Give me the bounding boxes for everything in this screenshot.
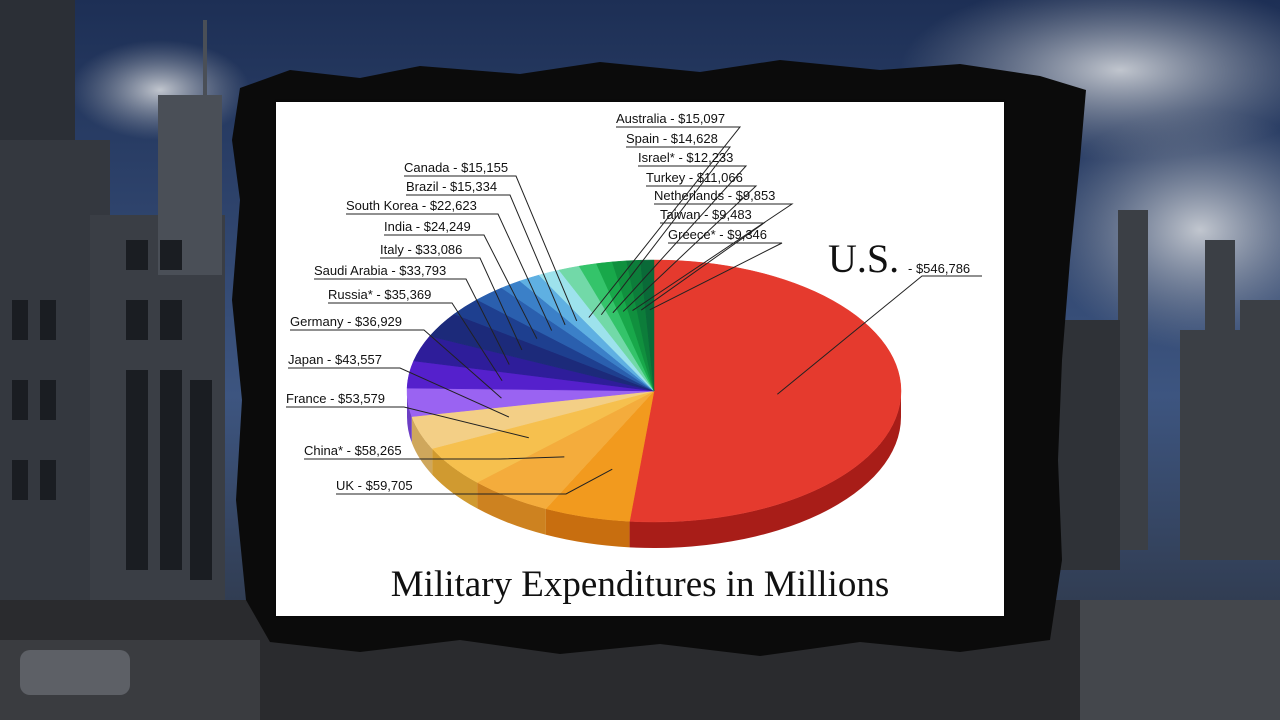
slice-label-germany: Germany - $36,929 — [290, 314, 402, 329]
leader-line-turkey — [622, 185, 758, 312]
slice-label-brazil: Brazil - $15,334 — [406, 179, 497, 194]
us-label: U.S. — [828, 236, 899, 281]
slice-label-uk: UK - $59,705 — [336, 478, 413, 493]
slice-label-canada: Canada - $15,155 — [404, 160, 508, 175]
pie-chart: U.S. - $546,786 UK - $59,705 China* - $58,2… — [286, 111, 982, 605]
slice-label-netherlands: Netherlands - $9,853 — [654, 188, 775, 203]
leader-line-brazil — [406, 194, 566, 326]
leader-line-japan — [288, 367, 510, 418]
leader-line-china — [304, 456, 565, 460]
rubble — [1080, 600, 1280, 720]
pie-side-japan — [411, 416, 433, 475]
leader-line-uk — [336, 468, 613, 495]
leader-line-u-s — [777, 275, 982, 395]
leader-line-australia — [588, 126, 742, 318]
pie-slice-u-s — [629, 259, 902, 523]
slice-label-saudi-arabia: Saudi Arabia - $33,793 — [314, 263, 446, 278]
slice-label-france: France - $53,579 — [286, 391, 385, 406]
building-windows — [12, 240, 212, 580]
leader-line-russia — [328, 302, 503, 381]
slice-label-spain: Spain - $14,628 — [626, 131, 718, 146]
slice-label-australia: Australia - $15,097 — [616, 111, 725, 126]
right-industrial — [1050, 210, 1280, 570]
chart-title: Military Expenditures in Millions — [391, 564, 889, 605]
slice-label-u-s: - $546,786 — [908, 261, 970, 276]
slice-label-south-korea: South Korea - $22,623 — [346, 198, 477, 213]
pie-side-france — [432, 448, 478, 509]
slice-label-greece: Greece* - $9,346 — [668, 227, 767, 242]
slice-label-turkey: Turkey - $11,066 — [646, 170, 743, 185]
leader-line-germany — [290, 329, 502, 399]
leader-line-spain — [600, 146, 732, 316]
leader-line-canada — [404, 175, 578, 322]
slice-label-india: India - $24,249 — [384, 219, 471, 234]
slice-label-china: China* - $58,265 — [304, 443, 402, 458]
pie-side-china — [477, 482, 546, 535]
chart-card: U.S. - $546,786 UK - $59,705 China* - $58,2… — [276, 102, 1004, 616]
leader-line-south-korea — [346, 213, 553, 331]
slice-label-israel: Israel* - $12,233 — [638, 150, 733, 165]
leader-line-greece — [649, 242, 783, 311]
leader-line-france — [286, 406, 529, 439]
wrecked-car — [20, 650, 130, 695]
pie-side-u-s — [629, 391, 901, 548]
leader-line-india — [384, 234, 538, 339]
leader-line-saudi-arabia — [314, 278, 510, 365]
slice-label-russia: Russia* - $35,369 — [328, 287, 431, 302]
leader-line-italy — [380, 257, 523, 351]
leader-line-netherlands — [632, 203, 794, 311]
slice-label-italy: Italy - $33,086 — [380, 242, 462, 257]
leader-line-taiwan — [640, 222, 766, 311]
slice-label-taiwan: Taiwan - $9,483 — [660, 207, 752, 222]
pie-slice-greece — [640, 259, 655, 392]
leader-line-israel — [612, 165, 748, 314]
slice-label-japan: Japan - $43,557 — [288, 352, 382, 367]
pie-side-uk — [545, 508, 630, 548]
